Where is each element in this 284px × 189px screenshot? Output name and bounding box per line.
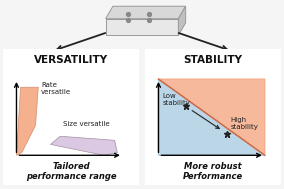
FancyBboxPatch shape xyxy=(142,46,284,188)
Polygon shape xyxy=(158,79,265,155)
Text: Size versatile: Size versatile xyxy=(63,121,109,127)
Text: Low
stability: Low stability xyxy=(162,93,191,106)
Text: Tailored
performance range: Tailored performance range xyxy=(26,162,116,181)
Text: More robust
Performance: More robust Performance xyxy=(183,162,243,181)
Text: Rate
versatile: Rate versatile xyxy=(41,82,71,95)
Polygon shape xyxy=(158,79,265,155)
Polygon shape xyxy=(106,19,178,35)
Text: High
stability: High stability xyxy=(231,117,259,130)
Polygon shape xyxy=(51,136,117,155)
Polygon shape xyxy=(178,6,186,35)
Polygon shape xyxy=(106,6,186,19)
Text: VERSATILITY: VERSATILITY xyxy=(34,55,108,65)
Text: STABILITY: STABILITY xyxy=(183,55,243,65)
Polygon shape xyxy=(16,87,38,155)
FancyBboxPatch shape xyxy=(0,46,142,188)
